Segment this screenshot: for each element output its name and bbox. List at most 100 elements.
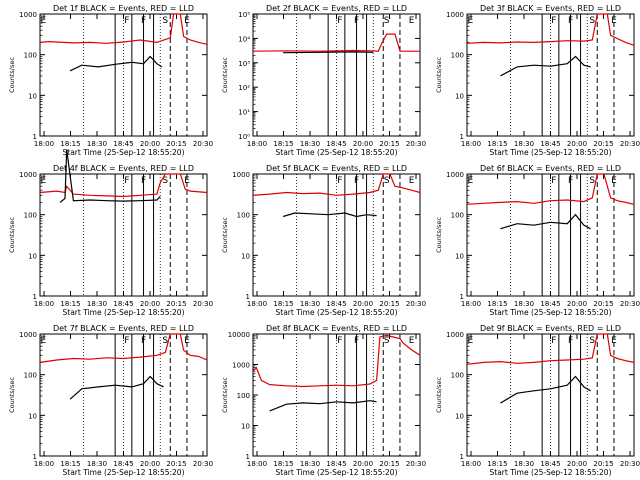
y-tick-label: 1 [33, 453, 37, 461]
event-marker-F: F [354, 336, 359, 346]
x-tick-label: 20:15 [593, 300, 613, 308]
x-axis-label: Start Time (25-Sep-12 18:55:20) [276, 468, 398, 477]
event-marker-S: S [162, 176, 168, 186]
lld-series-line [39, 173, 208, 198]
y-tick-label: 10² [238, 84, 250, 92]
y-tick-label: 100 [237, 392, 250, 400]
x-tick-label: 18:30 [514, 140, 534, 148]
y-tick-label: 10¹ [238, 109, 250, 117]
chart-panel-2: Det 2f BLACK = Events, RED = LLD Counts/s… [221, 4, 426, 157]
event-marker-F: F [141, 336, 146, 346]
x-axis-label: Start Time (25-Sep-12 18:55:20) [490, 148, 612, 157]
event-marker-S: S [589, 336, 595, 346]
event-marker-E: E [467, 16, 473, 26]
y-tick-label: 10 [28, 412, 37, 420]
x-tick-label: 18:30 [300, 300, 320, 308]
x-tick-label: 20:15 [379, 140, 399, 148]
y-tick-label: 1 [246, 453, 250, 461]
event-marker-F: F [568, 176, 573, 186]
event-marker-E: E [611, 336, 617, 346]
event-marker-E: E [184, 176, 190, 186]
x-tick-label: 20:30 [406, 300, 426, 308]
y-tick-label: 1 [33, 293, 37, 301]
event-marker-E: E [467, 336, 473, 346]
x-tick-label: 20:00 [567, 460, 587, 468]
x-tick-label: 20:15 [379, 460, 399, 468]
x-tick-label: 20:15 [379, 300, 399, 308]
y-tick-label: 10 [28, 92, 37, 100]
lld-series-line [39, 333, 208, 363]
y-tick-label: 1000 [446, 331, 464, 339]
lld-series-line [466, 173, 635, 205]
event-marker-F: F [124, 336, 129, 346]
x-axis-label: Start Time (25-Sep-12 18:55:20) [490, 468, 612, 477]
chart-title: Det 2f BLACK = Events, RED = LLD [266, 4, 407, 13]
x-tick-label: 20:30 [620, 460, 640, 468]
x-tick-label: 18:30 [514, 460, 534, 468]
event-marker-F: F [141, 176, 146, 186]
event-marker-F: F [141, 16, 146, 26]
events-series-line [283, 51, 374, 54]
x-tick-label: 18:00 [34, 460, 54, 468]
event-marker-F: F [337, 336, 342, 346]
event-marker-F: F [568, 336, 573, 346]
x-tick-label: 18:15 [273, 460, 293, 468]
chart-panel-6: Det 6f BLACK = Events, RED = LLD Counts/s… [435, 164, 640, 317]
event-marker-F: F [568, 16, 573, 26]
event-marker-S: S [384, 176, 390, 186]
y-tick-label: 100 [24, 52, 37, 60]
event-marker-E: E [611, 176, 617, 186]
x-tick-label: 18:30 [87, 300, 107, 308]
x-axis-label: Start Time (25-Sep-12 18:55:20) [276, 308, 398, 317]
x-tick-label: 18:00 [461, 140, 481, 148]
chart-panel-3: Det 3f BLACK = Events, RED = LLD Counts/s… [435, 4, 640, 157]
x-tick-label: 18:30 [300, 140, 320, 148]
event-marker-E: E [184, 16, 190, 26]
x-tick-label: 18:00 [461, 460, 481, 468]
x-tick-label: 20:15 [593, 140, 613, 148]
event-marker-E: E [40, 336, 46, 346]
x-tick-label: 20:00 [353, 140, 373, 148]
event-marker-E: E [184, 336, 190, 346]
y-axis-label: Counts/sec [435, 377, 443, 413]
x-tick-label: 18:15 [487, 140, 507, 148]
events-series-line [59, 149, 161, 203]
chart-title: Det 8f BLACK = Events, RED = LLD [266, 324, 407, 333]
event-marker-S: S [589, 176, 595, 186]
x-axis-label: Start Time (25-Sep-12 18:55:20) [63, 308, 185, 317]
chart-panel-4: Det 4f BLACK = Events, RED = LLD Counts/s… [8, 149, 213, 317]
event-marker-E: E [467, 176, 473, 186]
event-marker-E: E [40, 16, 46, 26]
lld-series-line [252, 173, 421, 196]
y-tick-label: 10⁴ [238, 35, 250, 43]
x-axis-label: Start Time (25-Sep-12 18:55:20) [490, 308, 612, 317]
x-tick-label: 20:00 [567, 300, 587, 308]
event-marker-E: E [409, 16, 415, 26]
x-tick-label: 20:30 [620, 140, 640, 148]
lld-series-line [466, 13, 635, 46]
x-tick-label: 18:00 [34, 140, 54, 148]
lld-series-line [252, 33, 420, 52]
x-tick-label: 20:15 [593, 460, 613, 468]
y-tick-label: 10⁰ [238, 133, 250, 141]
x-tick-label: 20:00 [353, 460, 373, 468]
x-tick-label: 18:00 [461, 300, 481, 308]
x-tick-label: 18:15 [487, 300, 507, 308]
chart-title: Det 4f BLACK = Events, RED = LLD [53, 164, 194, 173]
event-marker-E: E [40, 176, 46, 186]
y-axis-label: Counts/sec [8, 217, 16, 253]
chart-title: Det 6f BLACK = Events, RED = LLD [480, 164, 621, 173]
event-marker-F: F [551, 336, 556, 346]
y-axis-label: Counts/sec [435, 57, 443, 93]
y-tick-label: 100 [451, 372, 464, 380]
event-marker-S: S [384, 336, 390, 346]
y-tick-label: 10 [241, 423, 250, 431]
y-tick-label: 10³ [238, 60, 250, 68]
chart-title: Det 3f BLACK = Events, RED = LLD [480, 4, 621, 13]
x-tick-label: 18:15 [60, 460, 80, 468]
y-tick-label: 10000 [228, 331, 250, 339]
event-marker-S: S [162, 16, 168, 26]
events-series-line [269, 400, 377, 412]
x-tick-label: 20:00 [140, 300, 160, 308]
lld-series-line [252, 334, 421, 388]
